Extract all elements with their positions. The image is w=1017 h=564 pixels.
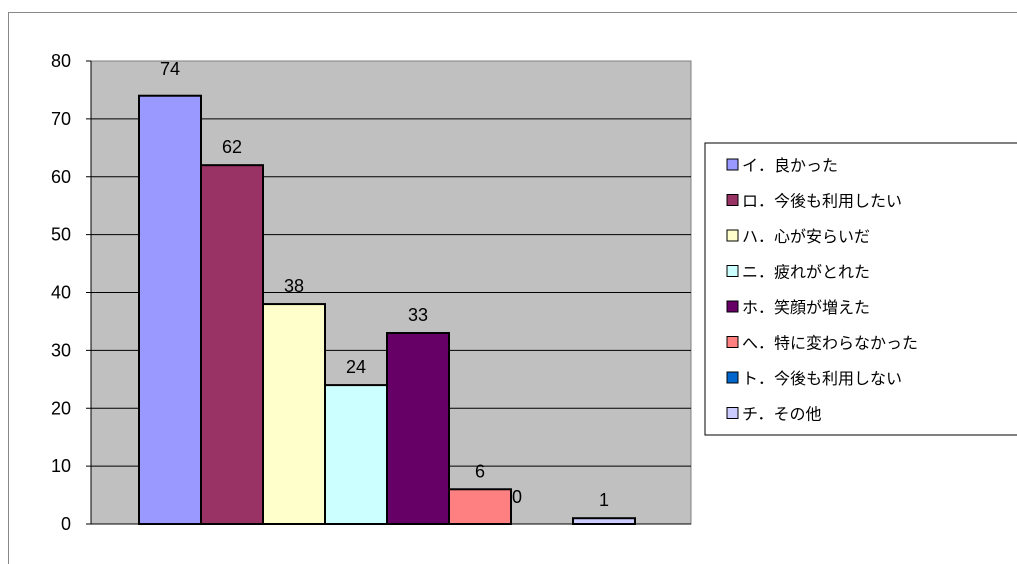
y-tick-label: 40 <box>51 283 71 303</box>
legend-label-1: ロ．今後も利用したい <box>742 192 902 211</box>
y-tick-label: 80 <box>51 51 71 71</box>
legend-swatch-7 <box>726 407 739 419</box>
y-tick-label: 70 <box>51 109 71 129</box>
data-labels: 74 62 38 24 33 6 0 1 <box>160 59 609 510</box>
legend-swatch-1 <box>726 194 739 206</box>
data-label-1: 62 <box>222 137 242 157</box>
bar-5 <box>448 488 512 525</box>
data-label-5: 6 <box>475 461 485 481</box>
legend-swatch-4 <box>726 300 739 313</box>
legend-label-7: チ．その他 <box>742 405 822 424</box>
legend-label-6: ト．今後も利用しない <box>742 369 902 388</box>
bars <box>138 94 636 526</box>
legend-swatch-3 <box>726 265 739 277</box>
legend-label-4: ホ．笑顔が増えた <box>742 298 870 317</box>
data-label-3: 24 <box>346 357 366 377</box>
legend-swatch-5 <box>726 336 739 348</box>
bar-4 <box>386 332 450 526</box>
y-tick-label: 10 <box>51 456 71 476</box>
y-tick-label: 50 <box>51 225 71 245</box>
y-tick-label: 60 <box>51 167 71 187</box>
legend-label-3: ニ．疲れがとれた <box>742 263 870 282</box>
y-axis-ticks: 0 10 20 30 40 50 60 70 80 <box>51 51 91 534</box>
legend-label-5: へ．特に変わらなかった <box>742 334 918 353</box>
data-label-0: 74 <box>160 59 180 79</box>
legend-swatch-2 <box>726 229 739 242</box>
data-label-7: 1 <box>599 490 609 510</box>
data-label-6: 0 <box>512 487 522 507</box>
legend-label-2: ハ．心が安らいだ <box>742 227 870 246</box>
data-label-4: 33 <box>408 305 428 325</box>
y-tick-label: 30 <box>51 340 71 360</box>
legend-box <box>704 142 1017 436</box>
y-tick-label: 20 <box>51 398 71 418</box>
bar-7 <box>572 517 636 526</box>
y-tick-label: 0 <box>61 514 71 534</box>
bar-0 <box>138 94 202 525</box>
bar-3 <box>324 384 388 525</box>
bar-1 <box>200 164 264 526</box>
bar-2 <box>262 303 326 526</box>
legend-swatch-0 <box>726 158 739 171</box>
legend-label-0: イ．良かった <box>742 156 838 175</box>
legend: イ．良かったロ．今後も利用したいハ．心が安らいだニ．疲れがとれたホ．笑顔が増えた… <box>704 142 1017 436</box>
chart-frame <box>8 12 1017 564</box>
data-label-2: 38 <box>284 276 304 296</box>
legend-swatch-6 <box>726 371 739 384</box>
